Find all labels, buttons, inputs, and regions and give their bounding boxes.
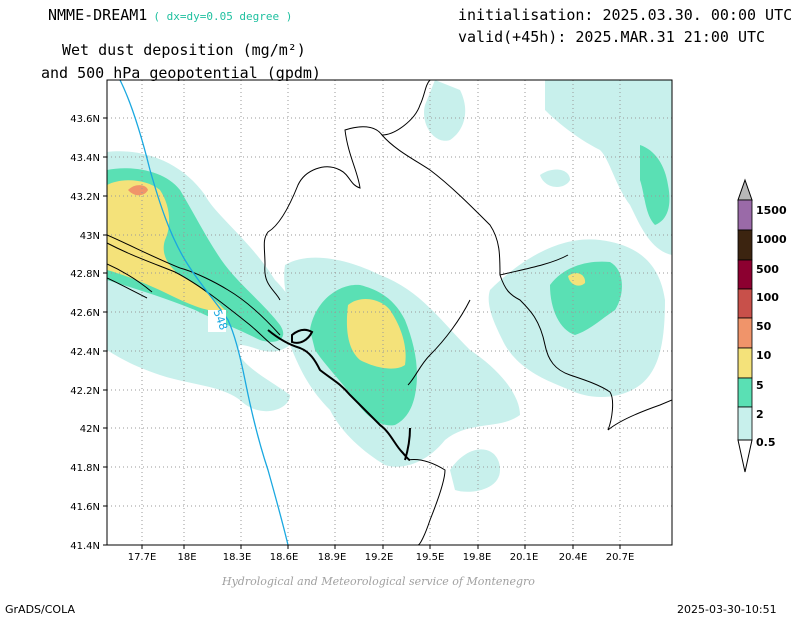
lon-label: 18.9E xyxy=(318,552,347,563)
colorbar-bin xyxy=(737,229,753,261)
colorbar-label: 2 xyxy=(756,408,764,421)
colorbar-bin xyxy=(737,347,753,379)
colorbar-bin xyxy=(737,288,753,319)
lat-label: 42.8N xyxy=(70,269,100,280)
colorbar-label: 10 xyxy=(756,349,772,362)
map-title-line1: Wet dust deposition (mg/m²) xyxy=(62,41,306,59)
lat-labels: 43.6N 43.4N 43.2N 43N 42.8N 42.6N 42.4N … xyxy=(70,114,100,552)
lat-label: 42.6N xyxy=(70,308,100,319)
lat-label: 42N xyxy=(80,424,100,435)
colorbar-label: 5 xyxy=(756,379,764,392)
lon-label: 18.3E xyxy=(223,552,252,563)
colorbar-label: 500 xyxy=(756,263,779,276)
lat-label: 42.2N xyxy=(70,386,100,397)
contour-label-bg xyxy=(208,310,226,332)
lon-label: 18.6E xyxy=(270,552,299,563)
lat-label: 43N xyxy=(80,231,100,242)
lon-label: 20.1E xyxy=(510,552,539,563)
lon-labels: 17.7E 18E 18.3E 18.6E 18.9E 19.2E 19.5E … xyxy=(128,552,635,563)
credit-text: Hydrological and Meteorological service … xyxy=(222,575,535,588)
valid-time: valid(+45h): 2025.MAR.31 21:00 UTC xyxy=(458,28,766,46)
colorbar-bin xyxy=(737,377,753,408)
colorbar-label: 1000 xyxy=(756,233,787,246)
colorbar-label: 100 xyxy=(756,291,779,304)
map-title-line2: and 500 hPa geopotential (gpdm) xyxy=(41,64,321,82)
lat-label: 41.6N xyxy=(70,502,100,513)
software-label: GrADS/COLA xyxy=(5,603,75,616)
lon-label: 17.7E xyxy=(128,552,157,563)
colorbar-label: 50 xyxy=(756,320,772,333)
colorbar-label: 0.5 xyxy=(756,436,776,449)
lon-label: 20.4E xyxy=(559,552,588,563)
lat-label: 42.4N xyxy=(70,347,100,358)
model-name: NMME-DREAM1 ( dx=dy=0.05 degree ) xyxy=(48,6,292,24)
init-time: initialisation: 2025.03.30. 00:00 UTC xyxy=(458,6,793,24)
lat-label: 43.4N xyxy=(70,153,100,164)
model-title: NMME-DREAM1 xyxy=(48,6,148,24)
lat-label: 43.2N xyxy=(70,192,100,203)
model-resolution: ( dx=dy=0.05 degree ) xyxy=(153,10,293,23)
lon-label: 20.7E xyxy=(606,552,635,563)
colorbar-label: 1500 xyxy=(756,204,787,217)
lon-label: 19.2E xyxy=(365,552,394,563)
grid-lines xyxy=(107,80,672,545)
lat-label: 41.4N xyxy=(70,541,100,552)
render-timestamp: 2025-03-30-10:51 xyxy=(677,603,777,616)
colorbar: 0.5 2 5 10 50 100 500 1000 1500 xyxy=(737,178,787,473)
lon-label: 19.5E xyxy=(416,552,445,563)
colorbar-bin xyxy=(737,199,753,231)
lat-label: 41.8N xyxy=(70,463,100,474)
colorbar-bottom-arrow xyxy=(737,439,753,473)
colorbar-bin xyxy=(737,259,753,290)
lat-label: 43.6N xyxy=(70,114,100,125)
geopotential-contour xyxy=(119,80,289,545)
dust-field xyxy=(107,80,672,492)
lon-label: 18E xyxy=(177,552,196,563)
colorbar-bin xyxy=(737,317,753,349)
lon-label: 19.8E xyxy=(463,552,492,563)
map-frame xyxy=(106,79,673,546)
colorbar-bin xyxy=(737,406,753,441)
contour-label: 548 xyxy=(211,308,230,332)
country-borders xyxy=(107,80,672,545)
colorbar-top-arrow xyxy=(737,178,753,201)
